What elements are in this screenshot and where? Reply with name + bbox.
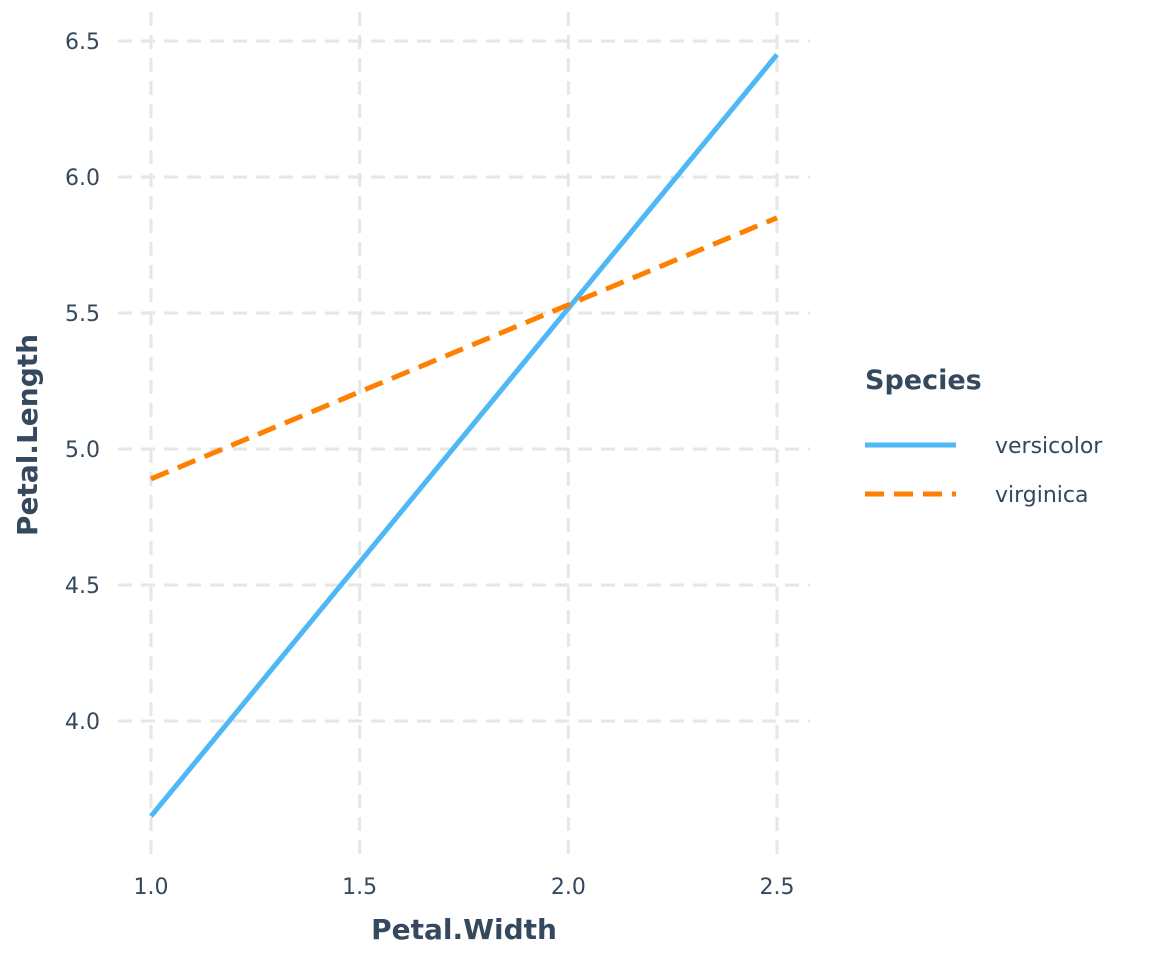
x-tick-label: 1.5 <box>342 875 377 900</box>
series-line-versicolor <box>149 53 779 818</box>
legend-label: virginica <box>995 483 1089 508</box>
x-tick-label: 2.0 <box>551 875 586 900</box>
y-tick-label: 5.5 <box>65 302 100 327</box>
y-tick-label: 4.5 <box>65 574 100 599</box>
grid-lines <box>118 12 810 858</box>
y-axis-title: Petal.Length <box>11 334 44 536</box>
series-line-virginica <box>150 215 778 482</box>
y-tick-label: 5.0 <box>65 438 100 463</box>
y-axis-ticks: 4.0 4.5 5.0 5.5 6.0 6.5 <box>65 30 100 735</box>
x-axis-ticks: 1.0 1.5 2.0 2.5 <box>134 875 795 900</box>
series-lines <box>149 53 779 818</box>
legend-item-virginica: virginica <box>865 483 1089 508</box>
x-tick-label: 2.5 <box>760 875 795 900</box>
legend-item-versicolor: versicolor <box>865 434 1103 459</box>
y-tick-label: 6.5 <box>65 30 100 55</box>
legend: Species versicolor virginica <box>865 365 1103 508</box>
legend-items: versicolor virginica <box>865 434 1103 508</box>
x-tick-label: 1.0 <box>134 875 169 900</box>
x-axis-title: Petal.Width <box>371 913 557 946</box>
y-tick-label: 6.0 <box>65 166 100 191</box>
legend-title: Species <box>865 365 982 396</box>
legend-label: versicolor <box>995 434 1103 459</box>
y-tick-label: 4.0 <box>65 710 100 735</box>
